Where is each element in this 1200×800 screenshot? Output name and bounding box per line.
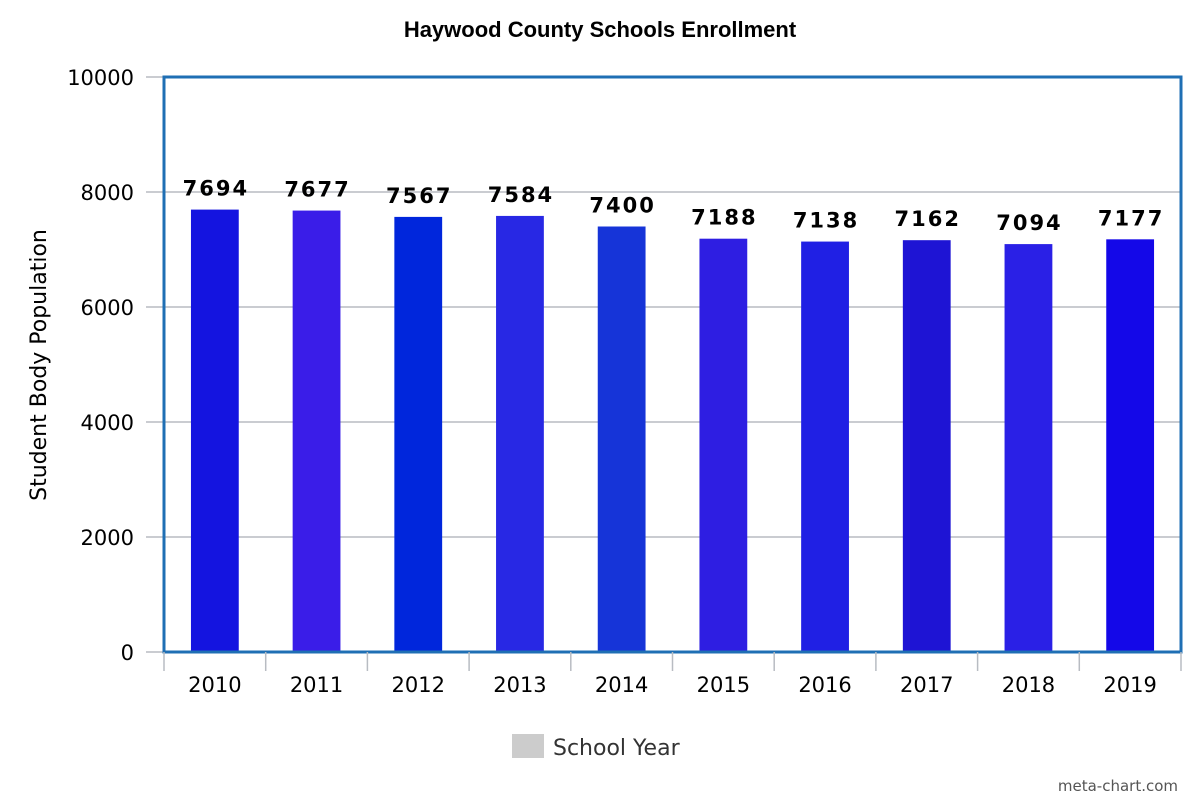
x-tick-label-2010: 2010 [188, 673, 241, 697]
data-label-2013: 7584 [488, 183, 554, 207]
y-axis-label: Student Body Population [27, 229, 52, 501]
x-tick-label-2011: 2011 [290, 673, 343, 697]
x-tick-label-2014: 2014 [595, 673, 648, 697]
bar-2013[interactable] [496, 215, 544, 653]
x-tick-label-2015: 2015 [697, 673, 750, 697]
bar-2011[interactable] [292, 210, 341, 652]
bar-2018[interactable] [1004, 244, 1053, 652]
y-tick-label: 0 [121, 641, 134, 665]
data-label-2014: 7400 [589, 194, 655, 218]
y-axis-ticks: 0 2000 4000 6000 8000 10000 [67, 66, 164, 665]
data-label-2010: 7694 [183, 177, 249, 201]
data-label-2015: 7188 [691, 206, 757, 230]
watermark: meta-chart.com [1058, 777, 1178, 795]
data-labels: 7694 7677 7567 7584 7400 7188 7138 7162 7094 7177 [183, 177, 1164, 236]
x-tick-label-2018: 2018 [1002, 673, 1055, 697]
bar-2016[interactable] [801, 241, 849, 652]
y-tick-label: 6000 [81, 296, 134, 320]
x-tick-label-2012: 2012 [392, 673, 445, 697]
bar-2014[interactable] [597, 226, 646, 653]
y-tick-label: 4000 [81, 411, 134, 435]
y-tick-label: 10000 [67, 66, 134, 90]
data-label-2019: 7177 [1098, 206, 1164, 230]
data-label-2018: 7094 [996, 211, 1062, 235]
y-tick-label: 8000 [81, 181, 134, 205]
x-tick-label-2017: 2017 [900, 673, 953, 697]
x-tick-label-2013: 2013 [493, 673, 546, 697]
x-axis-ticks: 2010 2011 2012 2013 2014 2015 2016 2017 2018 2019 [163, 652, 1182, 697]
chart-title: Haywood County Schools Enrollment [404, 17, 797, 42]
bars [190, 209, 1155, 653]
bar-2010[interactable] [190, 209, 239, 652]
data-label-2011: 7677 [284, 178, 350, 202]
legend-swatch [512, 734, 544, 758]
x-tick-label-2019: 2019 [1103, 673, 1156, 697]
legend-label: School Year [553, 736, 681, 761]
y-tick-label: 2000 [81, 526, 134, 550]
legend[interactable]: School Year [512, 734, 681, 761]
bar-2015[interactable] [699, 238, 748, 652]
bar-2019[interactable] [1106, 239, 1155, 652]
x-tick-label-2016: 2016 [798, 673, 851, 697]
data-label-2016: 7138 [793, 209, 859, 233]
data-label-2012: 7567 [386, 184, 452, 208]
bar-2017[interactable] [902, 240, 951, 652]
data-label-2017: 7162 [895, 207, 961, 231]
bar-2012[interactable] [394, 216, 443, 652]
